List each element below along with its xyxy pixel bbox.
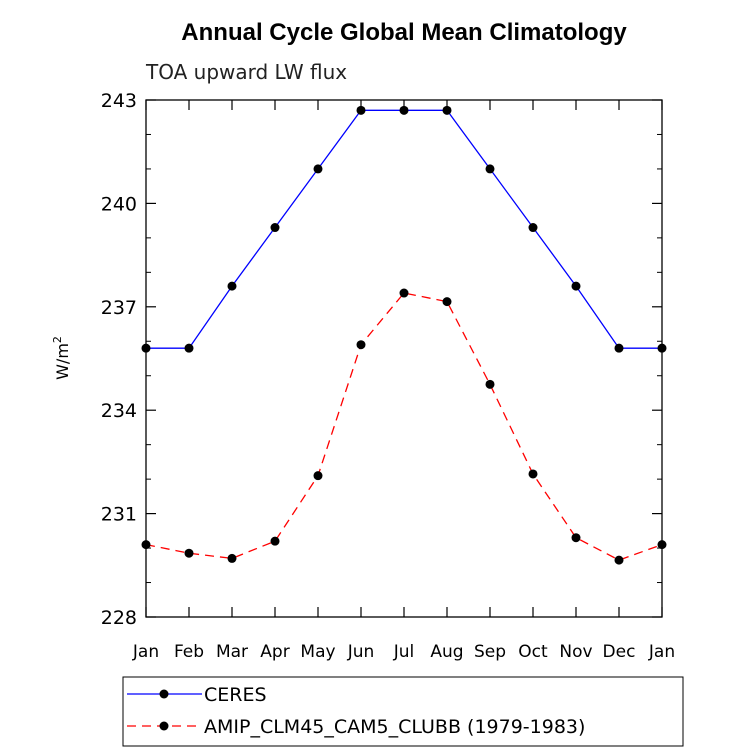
series-0-point — [485, 164, 495, 174]
series-0-point — [528, 223, 538, 233]
x-tick-label: Jan — [132, 642, 159, 662]
series-1-point — [657, 540, 667, 550]
legend: CERES AMIP_CLM45_CAM5_CLUBB (1979-1983) — [122, 676, 684, 747]
legend-label-ceres: CERES — [204, 684, 267, 706]
series-0-point — [356, 105, 366, 115]
series-0-point — [442, 105, 452, 115]
series-1-point — [485, 379, 495, 389]
series-0-point — [141, 343, 151, 353]
legend-box — [122, 676, 684, 747]
y-tick-label: 231 — [101, 504, 137, 526]
series-1-point — [614, 555, 624, 565]
chart-subtitle: TOA upward LW flux — [145, 60, 347, 84]
x-tick-label: Jan — [648, 642, 675, 662]
series-0-point — [571, 281, 581, 291]
x-tick-label: Apr — [260, 642, 289, 662]
series-1-point — [141, 540, 151, 550]
y-tick-label: 240 — [101, 193, 137, 215]
y-axis-label: W/m2 — [51, 336, 72, 380]
x-tick-label: Feb — [174, 642, 204, 662]
series-0-point — [614, 343, 624, 353]
y-axis: 243 240 237 234 231 228 — [101, 90, 662, 629]
series-0-point — [270, 223, 280, 233]
series-1-point — [571, 533, 581, 543]
legend-marker-amip — [159, 721, 169, 731]
series-0-point — [399, 105, 409, 115]
x-tick-label: Oct — [518, 642, 548, 662]
x-axis: Jan Feb Mar Apr May Jun Jul Aug Sep Oct Nov Dec Jan — [132, 100, 675, 662]
y-axis-label-unit: W/m — [53, 343, 72, 380]
series-1-point — [227, 553, 237, 563]
series-1-point — [270, 536, 280, 546]
legend-marker-ceres — [159, 689, 169, 699]
series-0-point — [227, 281, 237, 291]
series-layer — [141, 105, 667, 565]
y-tick-label: 228 — [101, 607, 137, 629]
series-0-point — [657, 343, 667, 353]
x-tick-label: Jun — [347, 642, 375, 662]
y-tick-label: 243 — [101, 90, 137, 112]
x-tick-label: Mar — [216, 642, 248, 662]
series-1-point — [356, 340, 366, 350]
x-tick-label: Jul — [393, 642, 415, 662]
series-1-point — [528, 469, 538, 479]
x-tick-label: Nov — [559, 642, 592, 662]
x-tick-label: Aug — [430, 642, 463, 662]
chart-title: Annual Cycle Global Mean Climatology — [181, 19, 627, 46]
x-tick-label: Sep — [474, 642, 506, 662]
series-0-point — [313, 164, 323, 174]
series-line-1 — [145, 292, 663, 561]
x-tick-label: May — [300, 642, 335, 662]
y-tick-label: 237 — [101, 297, 137, 319]
series-1-point — [399, 288, 409, 298]
legend-label-amip: AMIP_CLM45_CAM5_CLUBB (1979-1983) — [204, 716, 585, 738]
series-line-0 — [146, 109, 662, 349]
series-1-point — [184, 548, 194, 558]
y-axis-label-superscript: 2 — [51, 336, 64, 343]
series-0-point — [184, 343, 194, 353]
x-tick-label: Dec — [603, 642, 636, 662]
plot-frame — [145, 99, 663, 618]
y-tick-label: 234 — [101, 400, 137, 422]
series-1-point — [442, 297, 452, 307]
series-1-point — [313, 471, 323, 481]
